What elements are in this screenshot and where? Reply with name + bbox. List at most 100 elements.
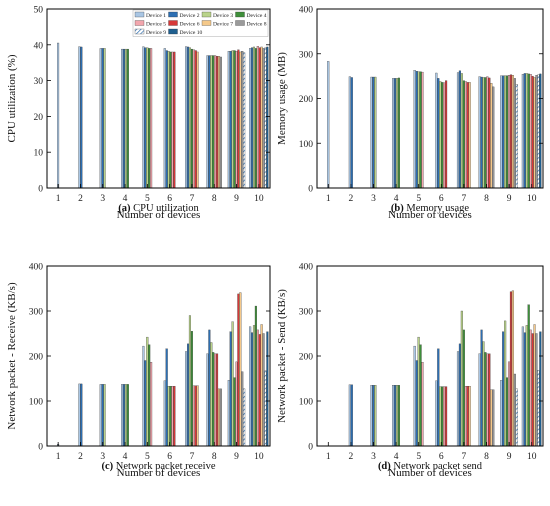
bar-5-device-4 — [419, 344, 422, 447]
x-tick-label: 4 — [123, 452, 128, 462]
bar-9-device-3 — [504, 75, 507, 189]
bar-10-device-8 — [262, 48, 265, 189]
bar-10-device-9 — [537, 74, 540, 189]
bar-8-device-5 — [486, 353, 489, 447]
x-tick-label: 7 — [462, 452, 467, 462]
bar-5-device-4 — [148, 344, 151, 447]
bar-8-device-7 — [217, 388, 220, 447]
legend-swatch-device-6 — [168, 20, 178, 26]
bar-7-device-2 — [458, 343, 461, 447]
x-tick-label: 9 — [507, 452, 512, 462]
bar-10-device-9 — [537, 370, 540, 447]
bar-5-device-2 — [415, 360, 418, 447]
y-tick-label: 300 — [299, 50, 314, 60]
y-tick-label: 30 — [34, 77, 44, 87]
bar-5-device-2 — [144, 360, 147, 447]
legend-swatch-device-9 — [134, 28, 145, 35]
bar-4-device-4 — [126, 48, 129, 189]
x-axis-label: Number of devices — [388, 209, 472, 221]
bar-7-device-5 — [464, 81, 467, 189]
bar-3-device-1 — [370, 76, 373, 189]
x-tick-label: 7 — [190, 194, 195, 204]
panel-letter: (b) — [391, 203, 404, 214]
bar-10-device-5 — [529, 329, 532, 447]
bar-8-device-1 — [478, 76, 481, 189]
bar-5-device-2 — [144, 47, 147, 189]
bar-9-device-6 — [237, 49, 240, 189]
bar-5-device-5 — [150, 362, 153, 447]
bar-7-device-3 — [460, 73, 463, 189]
y-tick-label: 300 — [299, 308, 314, 318]
bar-10-device-6 — [531, 333, 534, 447]
bar-8-device-4 — [484, 352, 487, 447]
bar-9-device-4 — [506, 75, 509, 189]
y-tick-label: 40 — [34, 41, 44, 51]
x-tick-label: 1 — [56, 194, 61, 204]
bar-6-device-3 — [167, 51, 170, 189]
bar-10-device-8 — [535, 333, 538, 447]
bar-10-device-8 — [535, 75, 538, 189]
bar-1-device-1 — [57, 42, 60, 189]
x-tick-label: 8 — [484, 194, 489, 204]
chart-panel-3: 0 100 200 300 400 1 2 3 4 5 6 7 8 9 10 Number of device… — [6, 263, 271, 479]
bar-9-device-6 — [509, 291, 513, 447]
bar-10-device-2 — [251, 332, 254, 447]
legend-swatch-device-3 — [201, 11, 212, 18]
panel-caption: (a) CPU utilization — [118, 203, 199, 214]
bar-10-device-10 — [266, 46, 269, 189]
bar-3-device-3 — [103, 48, 106, 189]
bar-6-device-2 — [437, 78, 440, 189]
bar-3-device-1 — [370, 385, 373, 447]
y-tick-label: 50 — [34, 6, 44, 16]
bar-10-device-3 — [525, 73, 528, 189]
x-tick-label: 6 — [439, 452, 444, 462]
panel-caption: (c) Network packet receive — [102, 461, 216, 472]
bar-9-device-1 — [500, 380, 503, 447]
bar-7-device-7 — [196, 51, 199, 189]
bar-4-device-1 — [121, 384, 124, 447]
x-tick-label: 7 — [190, 452, 195, 462]
bar-8-device-2 — [208, 55, 211, 189]
x-tick-label: 6 — [167, 452, 172, 462]
bar-10-device-5 — [529, 74, 532, 189]
bar-5-device-3 — [146, 336, 149, 447]
bar-10-device-7 — [260, 324, 263, 447]
bar-3-device-3 — [103, 384, 106, 447]
bar-8-device-7 — [490, 389, 493, 447]
bar-7-device-2 — [458, 70, 461, 189]
bar-10-device-1 — [249, 326, 252, 447]
x-tick-label: 5 — [145, 194, 150, 204]
bar-5-device-1 — [142, 345, 145, 447]
bar-10-device-10 — [539, 331, 542, 447]
bar-7-device-3 — [188, 47, 191, 189]
bar-10-device-3 — [252, 325, 256, 447]
y-axis-label: Memory usage (MB) — [276, 52, 288, 145]
x-tick-label: 5 — [416, 194, 421, 204]
y-tick-label: 400 — [299, 6, 314, 16]
bar-8-device-8 — [492, 86, 495, 189]
bar-10-device-4 — [254, 305, 257, 447]
chart-panel-4: 0 100 200 300 400 1 2 3 4 5 6 7 8 9 10 Number of device… — [276, 263, 544, 479]
bar-3-device-2 — [101, 384, 104, 447]
legend-swatch-device-2 — [168, 11, 178, 18]
bar-3-device-2 — [372, 385, 375, 447]
panel-letter: (d) — [378, 461, 391, 472]
bar-8-device-5 — [214, 55, 217, 189]
panel-caption-text: Network packet receive — [113, 461, 216, 472]
bar-10-device-8 — [262, 333, 265, 447]
legend-label-device-8: Device 8 — [247, 21, 267, 27]
bar-10-device-7 — [533, 324, 536, 447]
bar-4-device-1 — [392, 78, 395, 189]
bar-3-device-3 — [374, 385, 377, 447]
bar-7-device-4 — [462, 329, 465, 447]
x-tick-label: 4 — [394, 194, 399, 204]
bar-4-device-2 — [394, 78, 397, 189]
bar-9-device-1 — [227, 380, 230, 447]
x-tick-label: 1 — [326, 452, 331, 462]
bar-10-device-4 — [527, 73, 530, 189]
legend-swatch-device-10 — [168, 28, 178, 35]
bar-10-device-6 — [258, 47, 261, 189]
bar-10-device-1 — [249, 48, 252, 189]
bar-2-device-1 — [78, 46, 81, 189]
